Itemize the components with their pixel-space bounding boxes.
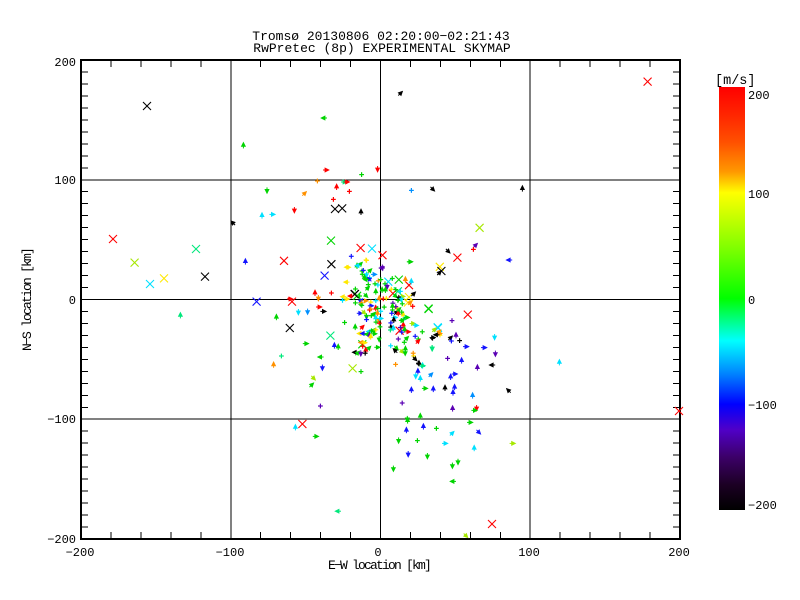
svg-text:200: 200	[54, 56, 76, 70]
svg-text:−200: −200	[47, 533, 76, 547]
svg-text:E−W location [km]: E−W location [km]	[328, 558, 430, 573]
svg-text:100: 100	[54, 174, 76, 188]
svg-text:−100: −100	[47, 413, 76, 427]
svg-text:0: 0	[748, 294, 755, 308]
svg-text:RwPretec (8p) EXPERIMENTAL SKY: RwPretec (8p) EXPERIMENTAL SKYMAP	[253, 41, 511, 56]
svg-text:−200: −200	[66, 546, 95, 560]
svg-text:−100: −100	[216, 546, 245, 560]
svg-text:200: 200	[668, 546, 690, 560]
svg-text:N−S location [km]: N−S location [km]	[20, 249, 35, 351]
svg-text:100: 100	[518, 546, 540, 560]
svg-text:−200: −200	[748, 499, 777, 513]
svg-text:200: 200	[748, 89, 770, 103]
svg-text:[m/s]: [m/s]	[715, 74, 756, 89]
svg-text:0: 0	[69, 294, 76, 308]
svg-text:−100: −100	[748, 399, 777, 413]
svg-text:0: 0	[374, 546, 381, 560]
svg-text:100: 100	[748, 188, 770, 202]
svg-text:Tromsø 20130806 02:20:00−02:21: Tromsø 20130806 02:20:00−02:21:43	[252, 29, 509, 44]
